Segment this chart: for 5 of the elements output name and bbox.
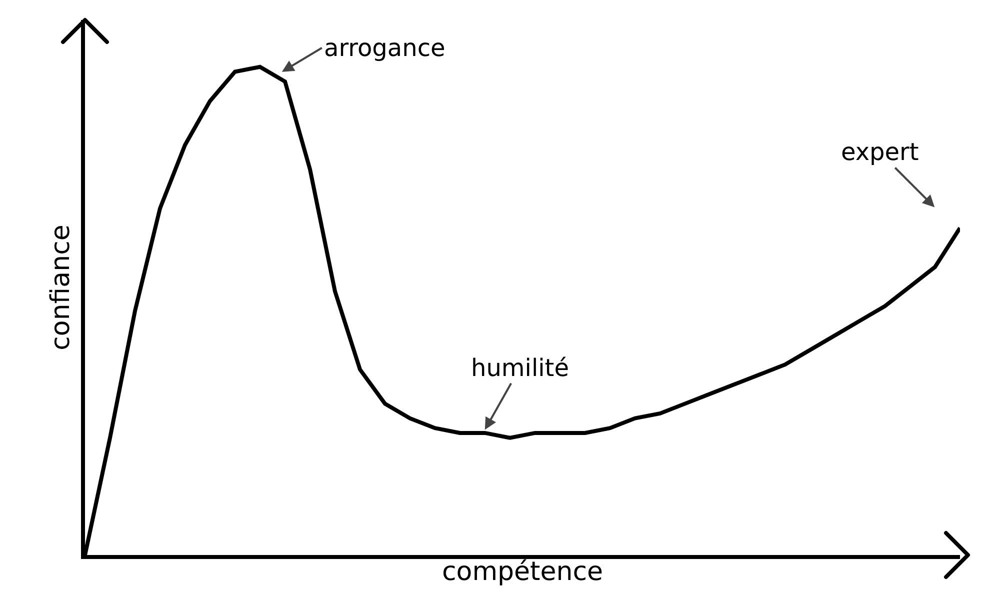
annotation: expert bbox=[841, 138, 919, 166]
x-axis-title: compétence bbox=[442, 557, 603, 588]
text: arrogance bbox=[324, 34, 446, 62]
annotation: humilité bbox=[471, 354, 569, 382]
y-axis-title: confiance bbox=[46, 224, 76, 350]
